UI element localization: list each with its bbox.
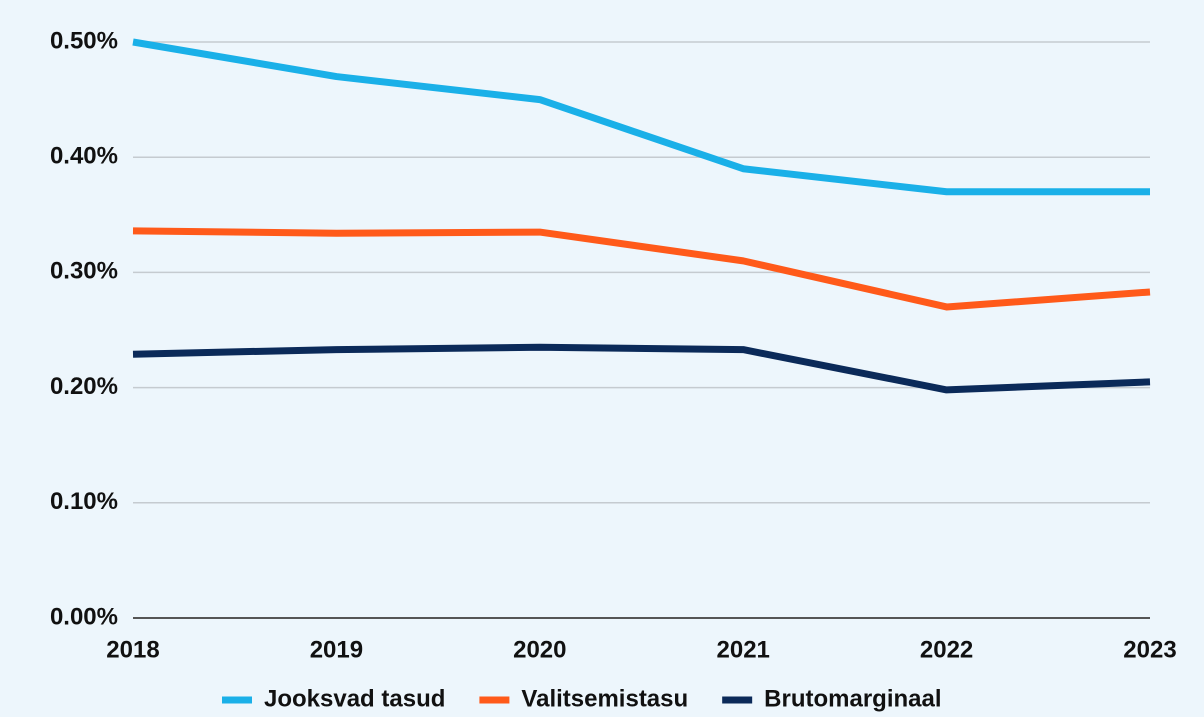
x-tick-label: 2020: [513, 636, 566, 663]
x-tick-label: 2021: [717, 636, 770, 663]
legend-label: Jooksvad tasud: [264, 685, 445, 712]
y-tick-label: 0.00%: [50, 603, 118, 630]
y-tick-label: 0.20%: [50, 373, 118, 400]
x-tick-label: 2023: [1123, 636, 1176, 663]
y-tick-label: 0.50%: [50, 27, 118, 54]
legend-label: Valitsemistasu: [521, 685, 688, 712]
series-line: [132, 227, 1151, 311]
y-tick-label: 0.40%: [50, 143, 118, 170]
y-tick-label: 0.10%: [50, 488, 118, 515]
y-tick-label: 0.30%: [50, 258, 118, 285]
series-line: [132, 38, 1150, 196]
legend-label: Brutomarginaal: [764, 685, 941, 712]
x-tick-label: 2022: [920, 636, 973, 663]
x-tick-label: 2019: [310, 636, 363, 663]
x-tick-label: 2018: [106, 636, 159, 663]
series-line: [132, 343, 1151, 394]
